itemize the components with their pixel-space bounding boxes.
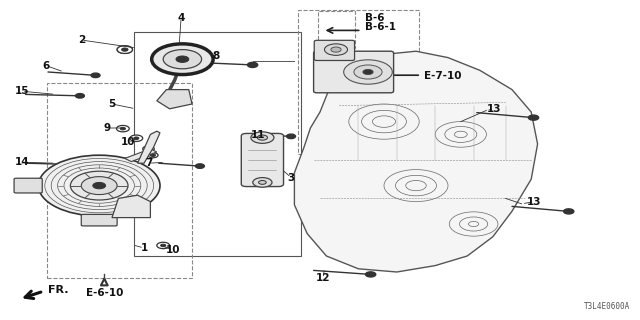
Text: 3: 3: [287, 172, 295, 183]
FancyBboxPatch shape: [81, 214, 117, 226]
Circle shape: [29, 184, 35, 187]
Text: 6: 6: [42, 60, 50, 71]
Circle shape: [253, 178, 272, 187]
FancyBboxPatch shape: [314, 51, 394, 93]
Circle shape: [564, 209, 574, 214]
Text: B-6-1: B-6-1: [365, 22, 396, 32]
Circle shape: [157, 242, 170, 249]
Circle shape: [116, 125, 129, 132]
Bar: [318, 11, 355, 48]
Circle shape: [139, 212, 149, 217]
Circle shape: [251, 132, 274, 143]
Circle shape: [76, 162, 84, 167]
Circle shape: [143, 146, 154, 152]
Text: 4: 4: [177, 12, 185, 23]
Circle shape: [176, 56, 189, 62]
Circle shape: [257, 135, 268, 140]
Bar: [47, 83, 192, 278]
Text: 12: 12: [316, 273, 330, 284]
Circle shape: [93, 182, 106, 189]
Text: 15: 15: [15, 86, 29, 96]
Text: 1: 1: [140, 243, 148, 253]
Text: 13: 13: [487, 104, 501, 114]
Circle shape: [120, 127, 125, 130]
Text: 2: 2: [77, 35, 85, 45]
Polygon shape: [138, 131, 160, 163]
FancyBboxPatch shape: [14, 178, 42, 193]
Circle shape: [365, 272, 376, 277]
Text: B-6: B-6: [365, 12, 384, 23]
Circle shape: [76, 93, 84, 98]
Text: E-7-10: E-7-10: [424, 71, 462, 81]
Circle shape: [91, 73, 100, 77]
FancyBboxPatch shape: [314, 40, 355, 60]
Circle shape: [122, 48, 128, 51]
Circle shape: [163, 50, 202, 69]
Polygon shape: [294, 51, 538, 272]
Polygon shape: [112, 195, 150, 218]
Circle shape: [81, 177, 117, 195]
Circle shape: [152, 44, 213, 75]
Circle shape: [141, 213, 147, 216]
Circle shape: [344, 60, 392, 84]
Circle shape: [150, 154, 156, 156]
Circle shape: [363, 69, 373, 75]
Text: E-6-10: E-6-10: [86, 288, 123, 298]
Circle shape: [117, 46, 132, 53]
Circle shape: [134, 137, 139, 140]
Text: 9: 9: [104, 123, 111, 133]
Text: 14: 14: [15, 157, 29, 167]
Polygon shape: [125, 149, 157, 162]
Text: 10: 10: [121, 137, 135, 148]
Circle shape: [331, 47, 341, 52]
Text: 7: 7: [145, 158, 152, 168]
FancyBboxPatch shape: [241, 133, 284, 187]
Circle shape: [130, 135, 143, 141]
Circle shape: [324, 44, 348, 55]
Text: T3L4E0600A: T3L4E0600A: [584, 302, 630, 311]
Circle shape: [117, 46, 132, 53]
Bar: [298, 10, 419, 154]
Circle shape: [26, 182, 38, 189]
Circle shape: [248, 62, 258, 68]
Circle shape: [287, 134, 296, 139]
Text: 11: 11: [251, 130, 265, 140]
Circle shape: [259, 180, 266, 184]
Text: 10: 10: [166, 245, 180, 255]
Circle shape: [122, 48, 128, 51]
Circle shape: [38, 155, 160, 216]
Circle shape: [161, 244, 166, 247]
Circle shape: [148, 153, 158, 158]
Circle shape: [70, 171, 128, 200]
Text: 5: 5: [108, 99, 116, 109]
Text: 8: 8: [212, 51, 220, 61]
Polygon shape: [157, 90, 192, 109]
Text: 13: 13: [527, 196, 541, 207]
Bar: [134, 32, 301, 256]
Circle shape: [146, 148, 151, 150]
Circle shape: [529, 115, 539, 120]
Circle shape: [195, 164, 204, 168]
Circle shape: [354, 65, 382, 79]
Text: FR.: FR.: [48, 285, 68, 295]
